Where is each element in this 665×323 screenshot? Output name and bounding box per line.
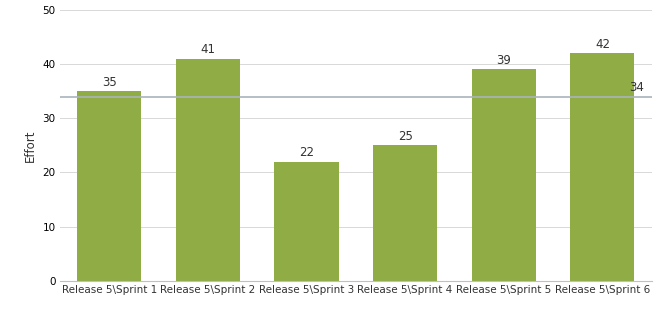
Text: 39: 39 (496, 54, 511, 67)
Text: 42: 42 (595, 38, 610, 51)
Bar (77, 91, 141, 281)
Text: 35: 35 (102, 76, 116, 89)
Text: 41: 41 (200, 43, 215, 56)
Text: 25: 25 (398, 130, 412, 143)
Bar (471, 69, 536, 281)
Bar (275, 162, 338, 281)
Text: 34: 34 (629, 81, 644, 94)
Bar (373, 145, 437, 281)
Bar (176, 58, 240, 281)
Y-axis label: Effort: Effort (24, 129, 37, 162)
Text: 22: 22 (299, 146, 314, 160)
Bar (571, 53, 634, 281)
